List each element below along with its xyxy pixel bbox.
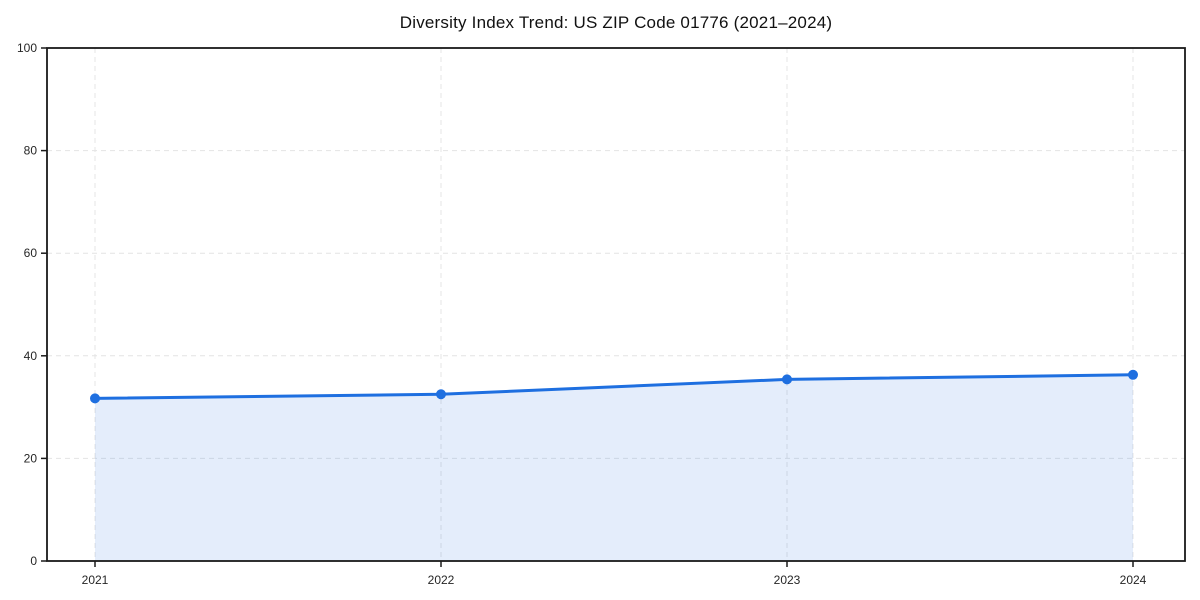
y-tick-label: 40: [24, 349, 38, 363]
x-tick-label: 2024: [1120, 573, 1147, 587]
y-tick-label: 20: [24, 451, 38, 465]
data-point-marker: [782, 374, 792, 385]
trend-line: [93, 373, 1135, 400]
x-tick-label: 2023: [774, 573, 801, 587]
x-tick-label: 2022: [428, 573, 455, 587]
y-tick-label: 100: [17, 41, 37, 55]
plot-border: [46, 47, 1186, 562]
y-tick-label: 0: [30, 554, 37, 568]
chart-title: Diversity Index Trend: US ZIP Code 01776…: [399, 13, 833, 32]
y-tick-label: 60: [24, 246, 38, 260]
data-point-marker: [436, 389, 446, 400]
data-point-marker: [1128, 369, 1138, 380]
y-tick-label: 80: [24, 144, 38, 158]
x-tick-label: 2021: [82, 573, 109, 587]
area-fill: [95, 374, 1133, 561]
data-point-marker: [90, 393, 100, 404]
